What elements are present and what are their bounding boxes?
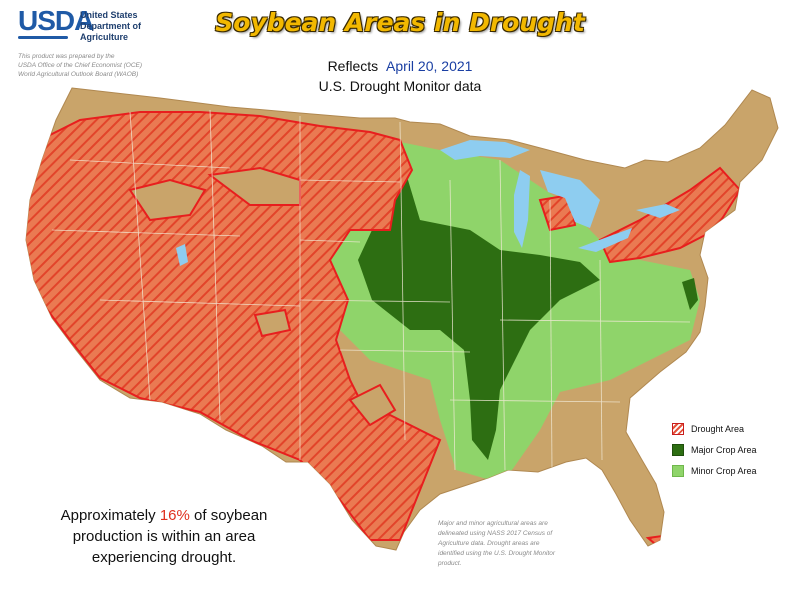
data-source: U.S. Drought Monitor data — [318, 78, 482, 94]
legend-label-minor-crop: Minor Crop Area — [691, 466, 757, 476]
footnote-line-2: delineated using NASS 2017 Census of — [438, 530, 553, 537]
summary-line-2: production is within an area — [72, 528, 256, 545]
major-crop-area — [358, 148, 600, 460]
reflects-line: Reflects April 20, 2021 — [200, 58, 600, 74]
prepared-by-line-3: World Agricultural Outlook Board (WAOB) — [18, 71, 139, 78]
lake-ontario — [636, 204, 680, 218]
footnote-line-3: Agriculture data. Drought areas are — [438, 540, 540, 547]
footnote-line-4: identified using the U.S. Drought Monito… — [438, 550, 556, 557]
prepared-by-note: This product was prepared by the USDA Of… — [18, 52, 218, 79]
lake-huron — [540, 170, 600, 228]
summary-line-1: Approximately 16% of soybean — [14, 505, 314, 526]
lake-superior — [440, 140, 530, 160]
summary-after: of soybean — [189, 507, 268, 524]
agency-name-line-1: United States — [80, 10, 138, 20]
legend-item-major-crop: Major Crop Area — [672, 441, 796, 459]
legend: Drought Area Major Crop Area Minor Crop … — [672, 420, 796, 483]
legend-swatch-minor-crop — [672, 465, 684, 477]
map-title: Soybean Areas in Drought — [215, 8, 585, 37]
non-drought-pocket-3 — [253, 308, 292, 338]
agency-name: United States Department of Agriculture — [80, 10, 190, 43]
drought-area-michigan — [538, 193, 577, 232]
prepared-by-line-2: USDA Office of the Chief Economist (OCE) — [18, 62, 143, 69]
reflects-label: Reflects — [327, 58, 379, 74]
agency-name-line-3: Agriculture — [80, 32, 129, 42]
non-drought-pocket-4 — [348, 383, 397, 427]
drought-area-west — [26, 111, 442, 541]
legend-label-drought: Drought Area — [691, 424, 745, 434]
lake-erie — [578, 228, 632, 252]
legend-swatch-major-crop — [672, 444, 684, 456]
lake-michigan — [514, 170, 530, 248]
usda-logo: USDA — [18, 5, 94, 36]
footnote-line-5: product. — [438, 560, 462, 567]
drought-summary: Approximately 16% of soybean production … — [14, 505, 314, 568]
non-drought-pocket-1 — [128, 178, 207, 222]
summary-percent: 16% — [159, 507, 190, 524]
prepared-by-line-1: This product was prepared by the — [18, 53, 115, 60]
methodology-footnote: Major and minor agricultural areas are d… — [438, 519, 628, 569]
summary-before: Approximately — [60, 507, 160, 524]
reflects-date: April 20, 2021 — [386, 58, 473, 74]
legend-item-drought: Drought Area — [672, 420, 796, 438]
summary-line-3: experiencing drought. — [91, 549, 237, 566]
usda-logo-swoosh — [18, 36, 68, 39]
major-crop-delmarva — [682, 278, 698, 310]
legend-swatch-drought — [672, 423, 684, 435]
legend-item-minor-crop: Minor Crop Area — [672, 462, 796, 480]
footnote-line-1: Major and minor agricultural areas are — [438, 520, 548, 527]
agency-name-line-2: Department of — [80, 21, 142, 31]
state-boundaries — [51, 109, 691, 471]
legend-label-major-crop: Major Crop Area — [691, 445, 757, 455]
great-salt-lake — [176, 244, 188, 266]
